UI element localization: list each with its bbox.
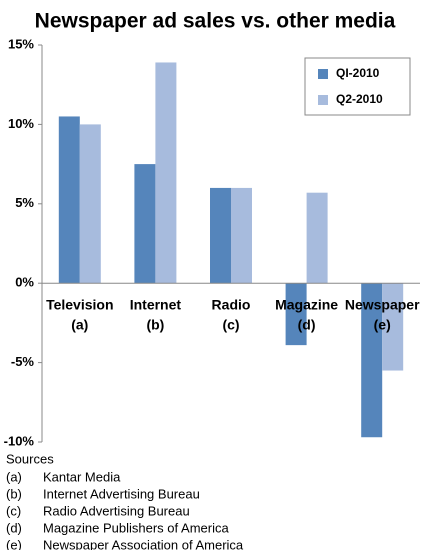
source-key: (e) bbox=[6, 537, 22, 550]
y-tick-label: -5% bbox=[11, 354, 35, 369]
x-tick-label: Newspaper bbox=[345, 297, 420, 313]
x-tick-note: (d) bbox=[298, 317, 316, 333]
source-name: Internet Advertising Bureau bbox=[43, 486, 200, 501]
x-tick-note: (a) bbox=[71, 317, 88, 333]
x-tick-note: (e) bbox=[374, 317, 391, 333]
source-name: Newspaper Association of America bbox=[43, 537, 244, 550]
y-tick-label: 10% bbox=[8, 116, 34, 131]
bar bbox=[231, 187, 252, 284]
bar bbox=[306, 192, 328, 284]
x-tick-label: Internet bbox=[130, 297, 182, 313]
x-tick-note: (c) bbox=[222, 317, 239, 333]
x-tick-note: (b) bbox=[146, 317, 164, 333]
bar bbox=[134, 164, 156, 284]
x-tick-label: Television bbox=[46, 297, 113, 313]
bar bbox=[79, 124, 101, 284]
source-key: (d) bbox=[6, 520, 22, 535]
bar bbox=[155, 62, 177, 284]
y-tick-label: 0% bbox=[15, 275, 34, 290]
source-key: (c) bbox=[6, 503, 21, 518]
legend-label: QI-2010 bbox=[336, 66, 380, 80]
bar bbox=[382, 283, 404, 371]
source-name: Kantar Media bbox=[43, 469, 121, 484]
chart-title: Newspaper ad sales vs. other media bbox=[35, 10, 396, 33]
source-key: (b) bbox=[6, 486, 22, 501]
bar bbox=[361, 283, 383, 438]
legend-label: Q2-2010 bbox=[336, 92, 383, 106]
bar bbox=[285, 283, 307, 346]
x-tick-label: Radio bbox=[212, 297, 251, 313]
y-tick-label: 5% bbox=[15, 195, 34, 210]
bar bbox=[58, 116, 80, 284]
legend-swatch bbox=[318, 69, 328, 79]
source-name: Magazine Publishers of America bbox=[43, 520, 229, 535]
y-tick-label: 15% bbox=[8, 36, 34, 51]
source-key: (a) bbox=[6, 469, 22, 484]
sources-title: Sources bbox=[6, 451, 54, 466]
source-name: Radio Advertising Bureau bbox=[43, 503, 190, 518]
y-tick-label: -10% bbox=[4, 433, 35, 448]
legend-swatch bbox=[318, 95, 328, 105]
legend-box bbox=[304, 57, 411, 116]
x-tick-label: Magazine bbox=[275, 297, 338, 313]
bar bbox=[210, 187, 231, 284]
